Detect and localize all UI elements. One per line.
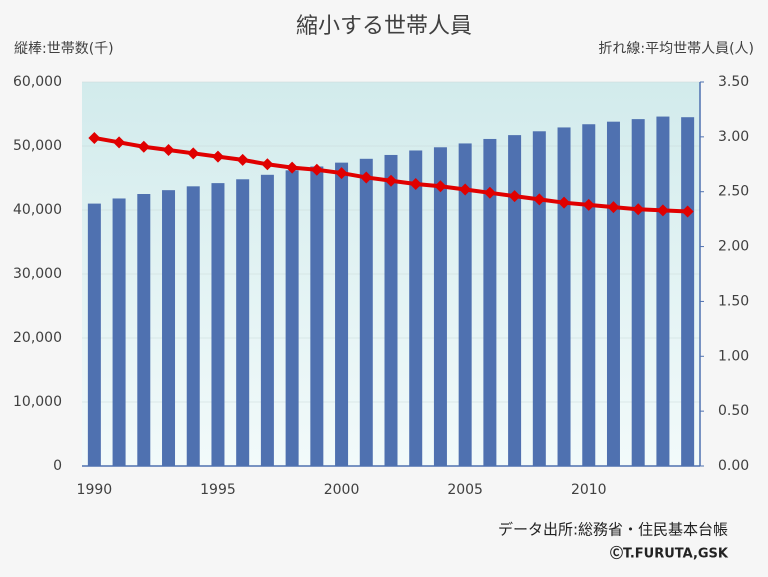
line-marker [533,193,546,206]
bar [359,158,373,467]
y2-tick-label: 1.00 [718,348,749,364]
line-marker [137,140,150,153]
line-marker [385,174,397,187]
line-marker [187,147,200,160]
chart-title: 縮小する世帯人員 [296,14,472,39]
bar [186,186,200,466]
bar [260,174,274,467]
y-tick-label: 20,000 [13,330,62,346]
y2-axis-label: 折れ線:平均世帯人員(人) [598,41,754,57]
line-marker [162,144,175,157]
line-marker [335,167,348,180]
bar [285,170,299,466]
bar [458,143,472,466]
line-marker [360,171,373,184]
line-marker [582,198,595,211]
y-tick-label: 0 [53,458,62,474]
line-marker [459,183,472,196]
bar [656,116,670,466]
y-tick-label: 40,000 [13,202,62,218]
bar [236,179,250,466]
bar [606,121,620,467]
bar [384,154,398,466]
bar [532,131,546,466]
line-marker [286,161,299,174]
y2-tick-label: 1.50 [718,293,749,309]
y2-tick-label: 0.50 [718,403,749,419]
line-marker [681,205,694,218]
line-marker [434,180,447,193]
bar [335,162,349,466]
x-tick-label: 1995 [200,482,236,498]
bar [631,119,645,467]
bar [681,117,695,466]
line-marker [88,131,101,144]
line-marker [656,204,669,217]
bar [582,124,596,467]
line-marker [483,186,496,199]
bar [483,138,497,466]
bar [310,166,324,467]
line-marker [211,150,224,163]
y2-tick-label: 3.00 [718,129,749,145]
bar [137,194,151,466]
line-marker [113,136,126,149]
source-note: データ出所:総務省・住民基本台帳 [498,521,728,539]
x-tick-label: 2005 [447,482,483,498]
line-marker [607,201,620,214]
line-marker [632,203,645,216]
line-marker [236,153,249,166]
bar [508,135,522,466]
line-marker [409,178,422,191]
line-marker [310,163,323,176]
y-tick-label: 50,000 [13,138,62,154]
line-marker [558,196,571,209]
line-marker [261,158,274,171]
y2-tick-label: 0.00 [718,458,749,474]
y-axis-label: 縦棒:世帯数(千) [14,41,114,57]
y-tick-label: 10,000 [13,394,62,410]
bar [112,198,126,467]
x-tick-label: 1990 [77,482,113,498]
bar [433,147,447,466]
bar [87,203,101,466]
bar [557,127,571,466]
x-tick-label: 2000 [324,482,360,498]
y2-tick-label: 3.50 [718,74,749,90]
y-tick-label: 60,000 [13,74,62,90]
credit: ⒸT.FURUTA,GSK [610,546,729,562]
x-tick-label: 2010 [571,482,607,498]
line-marker [508,190,521,203]
bar [211,183,225,466]
y-tick-label: 30,000 [13,266,62,282]
y2-tick-label: 2.50 [718,184,749,200]
bar [162,190,176,466]
y2-tick-label: 2.00 [718,239,749,255]
bar [409,150,423,467]
